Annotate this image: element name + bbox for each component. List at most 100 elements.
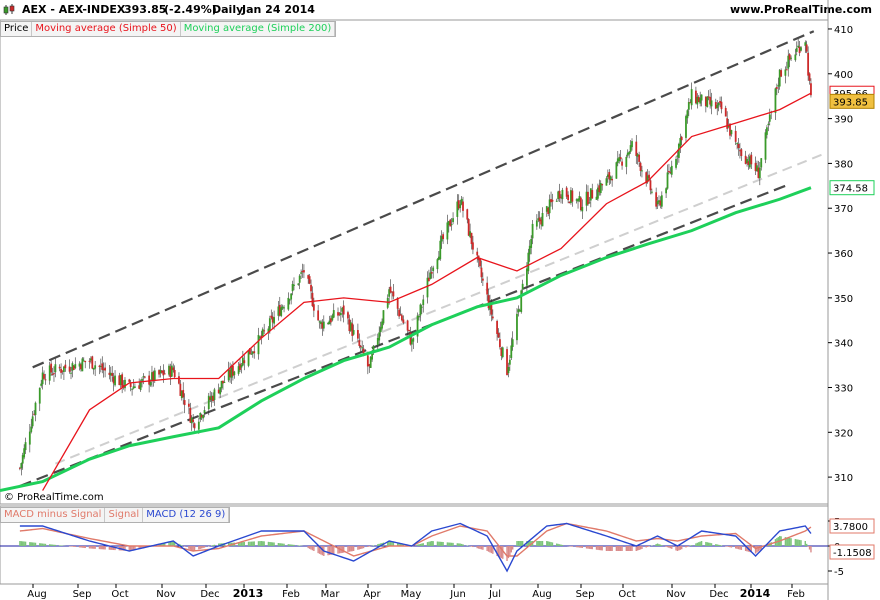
ma200-value-text: 374.58: [833, 184, 868, 195]
candle-body: [268, 318, 271, 332]
candle-body: [372, 345, 375, 353]
candle-body: [499, 339, 501, 348]
candle-body: [798, 46, 801, 54]
candle-body: [351, 323, 354, 336]
candle-body: [129, 383, 132, 388]
macd-legend[interactable]: MACD minus Signal Signal MACD (12 26 9): [0, 507, 231, 523]
candle-body: [587, 191, 589, 205]
candle-body: [679, 137, 682, 147]
candle-body: [676, 155, 679, 157]
candle-body: [232, 365, 234, 376]
candle-body: [486, 282, 489, 295]
candle-body: [598, 185, 601, 193]
x-tick-label: May: [401, 589, 422, 600]
candle-body: [645, 172, 648, 184]
candle-body: [61, 370, 64, 372]
candle-body: [24, 442, 27, 451]
candle-body: [452, 218, 454, 223]
macd-line: [19, 522, 812, 573]
candle-body: [291, 284, 294, 292]
legend-signal[interactable]: Signal: [105, 508, 144, 522]
main-legend[interactable]: Price Moving average (Simple 50) Moving …: [0, 21, 337, 37]
candle-body: [677, 143, 680, 158]
candle-body: [249, 348, 251, 355]
candle-body: [507, 367, 510, 374]
legend-ma200[interactable]: Moving average (Simple 200): [181, 22, 336, 36]
candle-body: [187, 403, 190, 407]
candle-body: [807, 52, 810, 76]
candle-body: [392, 291, 395, 297]
candle-body: [229, 369, 231, 378]
candle-body: [303, 270, 305, 273]
candle-body: [261, 329, 264, 336]
candle-body: [440, 236, 443, 242]
candle-body: [408, 329, 410, 332]
candle-body: [699, 98, 702, 104]
candle-body: [82, 360, 85, 362]
candle-body: [551, 199, 554, 202]
candle-body: [179, 383, 182, 396]
candle-body: [605, 178, 608, 186]
candle-body: [456, 201, 459, 217]
candle-body: [349, 322, 352, 331]
candle-body: [697, 96, 700, 103]
candle-body: [142, 376, 145, 378]
y-tick-label: 390: [834, 115, 853, 126]
x-tick-label: 2013: [233, 587, 264, 600]
candle-body: [271, 316, 274, 323]
candle-body: [396, 297, 399, 309]
candle-body: [675, 159, 677, 168]
candle-body: [707, 96, 710, 98]
candle-body: [625, 156, 628, 167]
candle-body: [439, 240, 442, 260]
candle-body: [621, 161, 623, 166]
candle-body: [689, 102, 692, 104]
candle-body: [327, 322, 329, 324]
candle-body: [320, 321, 322, 325]
candle-body: [114, 375, 116, 386]
x-tick-label: Mar: [321, 589, 341, 600]
candle-body: [768, 114, 771, 122]
candle-body: [700, 94, 703, 101]
symbol-title: AEX - AEX-INDEX: [22, 3, 126, 16]
candle-body: [467, 219, 470, 236]
candle-body: [606, 174, 609, 178]
candle-body: [528, 245, 531, 255]
candle-body: [402, 319, 405, 323]
candle-body: [641, 170, 643, 172]
candle-body: [518, 310, 521, 312]
candle-body: [20, 463, 23, 469]
candle-body: [767, 123, 770, 125]
candle-body: [501, 347, 504, 358]
candle-body: [339, 312, 342, 316]
candle-body: [631, 141, 633, 148]
histogram-value-text: -1.1508: [833, 548, 872, 559]
candle-body: [60, 368, 62, 373]
legend-price[interactable]: Price: [1, 22, 33, 36]
candle-body: [416, 315, 419, 337]
candle-body: [545, 206, 548, 212]
candle-body: [449, 219, 452, 227]
candle-body: [388, 289, 391, 297]
legend-macd-hist[interactable]: MACD minus Signal: [1, 508, 106, 522]
candle-body: [784, 69, 787, 76]
signal-value-text: 3.7800: [833, 522, 868, 533]
candle-body: [317, 310, 320, 321]
candle-body: [312, 304, 315, 311]
legend-ma50[interactable]: Moving average (Simple 50): [32, 22, 181, 36]
candle-body: [780, 70, 783, 77]
candle-body: [568, 201, 571, 204]
candle-body: [460, 198, 463, 205]
lower-trendline: [19, 184, 786, 488]
legend-macd[interactable]: MACD (12 26 9): [143, 508, 230, 522]
candle-body: [233, 371, 236, 376]
candle-body: [750, 154, 753, 165]
candle-body: [720, 101, 723, 110]
candle-body: [526, 268, 528, 286]
candle-body: [805, 44, 808, 52]
period-label: Daily: [212, 3, 244, 16]
candle-body: [626, 152, 629, 156]
candle-body: [371, 353, 374, 360]
candle-body: [655, 192, 658, 207]
